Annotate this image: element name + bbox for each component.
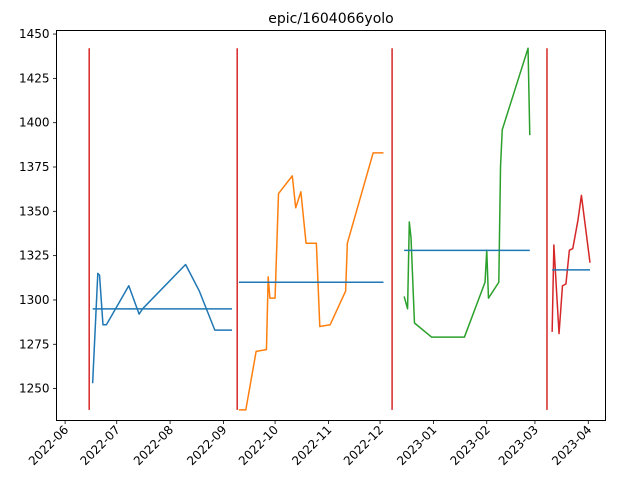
x-tick-label: 2022-06	[26, 423, 71, 468]
y-tick-label: 1325	[19, 249, 50, 263]
chart-title: epic/1604066yolo	[268, 11, 393, 27]
x-tick-label: 2022-11	[289, 423, 334, 468]
x-tick-label: 2023-01	[394, 423, 439, 468]
y-tick-label: 1400	[19, 116, 50, 130]
y-tick-label: 1350	[19, 204, 50, 218]
y-tick-label: 1275	[19, 337, 50, 351]
series-line-4	[551, 194, 591, 335]
y-tick-label: 1375	[19, 160, 50, 174]
x-tick-label: 2023-03	[496, 423, 541, 468]
x-tick-label: 2022-09	[184, 423, 229, 468]
y-tick-label: 1250	[19, 382, 50, 396]
x-tick-label: 2022-08	[131, 423, 176, 468]
axes-frame	[56, 30, 606, 421]
x-tick-label: 2022-10	[236, 423, 281, 468]
series-line-2	[238, 152, 384, 411]
x-tick-label: 2023-04	[549, 423, 594, 468]
y-tick-label: 1300	[19, 293, 50, 307]
x-tick-label: 2022-12	[341, 423, 386, 468]
series-line-1	[91, 263, 233, 384]
series-line-3	[403, 47, 531, 338]
x-tick-label: 2022-07	[78, 423, 123, 468]
y-tick-label: 1425	[19, 71, 50, 85]
y-tick-label: 1450	[19, 27, 50, 41]
x-tick-label: 2023-02	[448, 423, 493, 468]
x-axis: 2022-06 2022-07 2022-08 2022-09 2022-10 2022-…	[26, 420, 594, 468]
plot-area	[88, 47, 591, 411]
y-axis: 1250 1275 1300 1325 1350 1375 1400 1425 1450	[19, 27, 57, 396]
